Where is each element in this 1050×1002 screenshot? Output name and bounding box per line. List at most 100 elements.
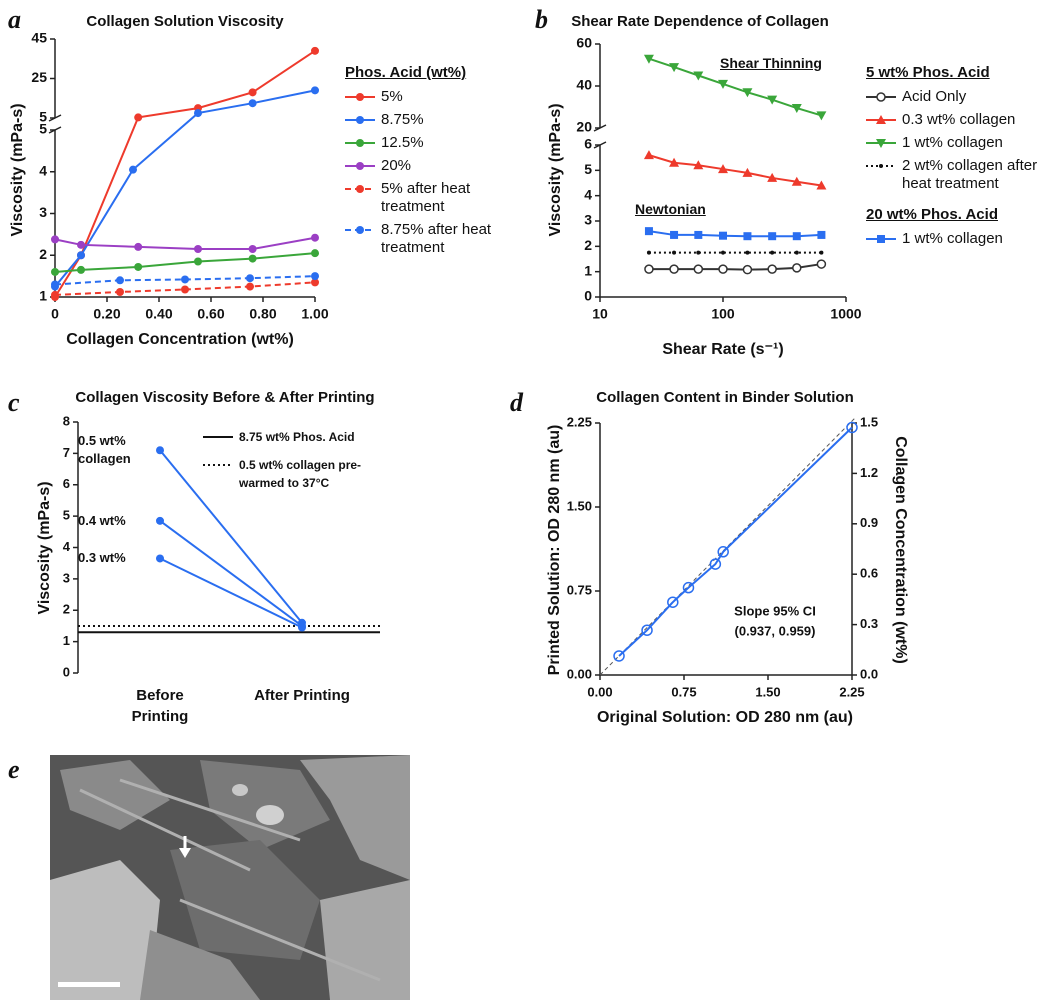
x-tick-label: 100 bbox=[711, 306, 735, 322]
axis-break bbox=[48, 126, 62, 134]
marker bbox=[816, 111, 827, 121]
legend-label: 0.3 wt% collagen bbox=[902, 111, 1016, 128]
y-tick-label: 45 bbox=[31, 30, 47, 46]
x-tick-label: 10 bbox=[592, 306, 608, 322]
marker bbox=[876, 92, 886, 102]
marker bbox=[134, 262, 143, 271]
y-tick-label: 1.50 bbox=[567, 498, 592, 513]
y2-tick-label: 1.2 bbox=[860, 465, 878, 480]
marker bbox=[194, 109, 202, 118]
series-line bbox=[54, 236, 316, 250]
legend-label: 20% bbox=[381, 157, 412, 174]
legend-item: 0.5 wt% collagen pre-warmed to 37°C bbox=[203, 456, 378, 492]
y-tick-label: 3 bbox=[63, 570, 70, 585]
y-tick-label: 5 bbox=[39, 109, 47, 125]
marker bbox=[670, 230, 679, 239]
y-axis-label: Viscosity (mPa-s) bbox=[36, 481, 53, 614]
marker bbox=[876, 139, 886, 148]
marker bbox=[356, 185, 364, 193]
legend: 8.75 wt% Phos. Acid 0.5 wt% collagen pre-… bbox=[203, 428, 378, 492]
marker bbox=[696, 250, 701, 255]
legend-swatch bbox=[345, 162, 375, 170]
fit-line bbox=[618, 426, 853, 657]
marker bbox=[156, 516, 164, 525]
marker bbox=[356, 226, 364, 234]
marker bbox=[672, 250, 677, 255]
point bbox=[846, 421, 858, 434]
marker bbox=[116, 287, 124, 296]
legend-title: 5 wt% Phos. Acid bbox=[866, 64, 990, 81]
axis-break bbox=[593, 124, 607, 132]
marker bbox=[792, 232, 801, 241]
marker bbox=[669, 157, 680, 167]
y-tick-label: 60 bbox=[576, 35, 592, 51]
axis-break bbox=[593, 141, 607, 149]
y-tick-label: 4 bbox=[584, 186, 592, 202]
x-tick-label: After Printing bbox=[254, 687, 350, 704]
x-tick-label: 0.80 bbox=[249, 306, 276, 322]
chart-title: Collagen Viscosity Before & After Printi… bbox=[75, 389, 374, 406]
panel-label: a bbox=[8, 5, 21, 34]
marker bbox=[644, 264, 654, 274]
legend-swatch bbox=[866, 92, 896, 102]
series-line bbox=[54, 252, 316, 273]
identity-line bbox=[599, 416, 857, 676]
y-tick-label: 1 bbox=[63, 633, 70, 648]
y-tick-label: 2.25 bbox=[567, 414, 592, 429]
series-line bbox=[159, 449, 303, 624]
legend-item: Acid Only bbox=[866, 88, 1050, 106]
y-tick-label: 5 bbox=[584, 161, 592, 177]
legend-label: 5% after heat treatment bbox=[381, 180, 471, 215]
series-line bbox=[54, 89, 316, 288]
marker bbox=[77, 240, 85, 249]
y-tick-label: 25 bbox=[31, 69, 47, 85]
marker bbox=[768, 232, 777, 241]
y-tick-label: 3 bbox=[39, 204, 47, 220]
legend-swatch bbox=[203, 436, 233, 438]
series-label: 0.5 wt% collagen bbox=[78, 433, 131, 467]
marker bbox=[134, 113, 143, 122]
marker bbox=[181, 275, 189, 284]
annotation: Slope 95% CI bbox=[734, 603, 816, 618]
x-axis-label: Collagen Concentration (wt%) bbox=[66, 331, 294, 348]
marker bbox=[116, 276, 124, 285]
legend-label: 5% bbox=[381, 88, 403, 105]
legend-item: 2 wt% collagen after heat treatment bbox=[866, 157, 1050, 193]
marker bbox=[181, 285, 189, 294]
point bbox=[667, 596, 679, 608]
series-line bbox=[648, 154, 822, 187]
legend-swatch bbox=[203, 464, 233, 466]
marker bbox=[669, 63, 680, 73]
legend-label: Acid Only bbox=[902, 88, 967, 105]
marker bbox=[356, 139, 364, 147]
series-label: 0.4 wt% bbox=[78, 512, 126, 528]
legend: Phos. Acid (wt%) 5% 8.75% 12.5% 20% 5% after … bbox=[345, 64, 515, 257]
marker bbox=[719, 231, 727, 240]
marker bbox=[156, 446, 164, 455]
marker bbox=[817, 230, 826, 239]
marker bbox=[51, 267, 59, 276]
y-tick-label: 3 bbox=[584, 212, 592, 228]
y-tick-label: 1 bbox=[584, 262, 592, 278]
legend-item: 20% bbox=[345, 157, 515, 175]
panel-label: e bbox=[8, 755, 20, 784]
annotation: (0.937, 0.959) bbox=[735, 623, 816, 638]
y2-axis-label: Collagen Concentration (wt%) bbox=[892, 436, 909, 664]
y2-tick-label: 0.6 bbox=[860, 566, 878, 581]
x-axis-label: Shear Rate (s⁻¹) bbox=[662, 341, 783, 358]
marker bbox=[767, 95, 778, 105]
marker bbox=[721, 250, 725, 255]
marker bbox=[770, 250, 775, 255]
y2-tick-label: 0.9 bbox=[860, 515, 878, 530]
marker bbox=[745, 250, 750, 255]
legend-item: 1 wt% collagen bbox=[866, 230, 1050, 248]
marker bbox=[693, 264, 704, 274]
marker bbox=[311, 233, 319, 242]
marker bbox=[311, 249, 319, 258]
x-tick-label: 1000 bbox=[830, 306, 861, 322]
x-tick-label: 2.25 bbox=[839, 684, 864, 699]
marker bbox=[877, 235, 885, 243]
legend-item: 0.3 wt% collagen bbox=[866, 111, 1050, 129]
